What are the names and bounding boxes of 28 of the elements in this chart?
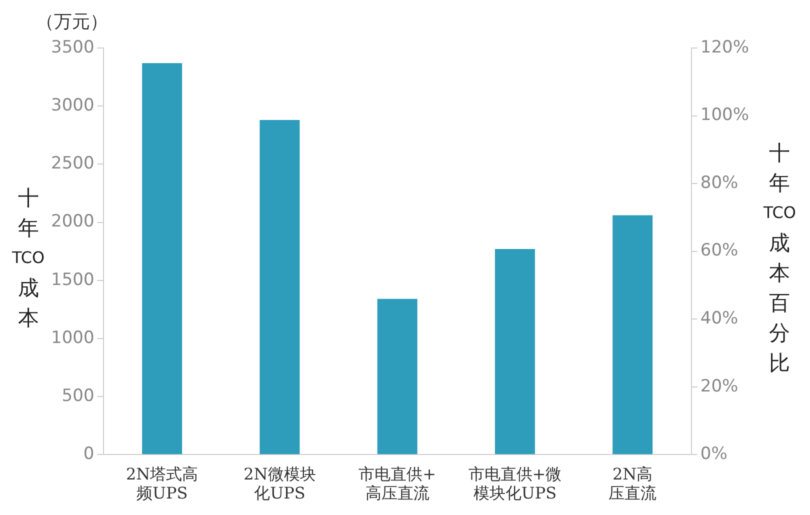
y2-tick-label: 80% — [700, 172, 738, 193]
bar — [494, 248, 535, 454]
y2-tick-label: 20% — [700, 376, 738, 396]
x-tick-label: 市电直供+微模块化UPS — [468, 464, 562, 503]
y2-tick-label: 40% — [700, 308, 738, 328]
y-tick-label: 3000 — [51, 96, 94, 116]
y2-tick-label: 0% — [700, 444, 728, 464]
x-tick-label: 2N塔式高频UPS — [126, 464, 198, 503]
text: （万元） — [36, 12, 108, 33]
y-tick-label: 3500 — [51, 37, 94, 58]
y-axis-title: 十年 TCO 成本 — [12, 184, 45, 332]
bar — [612, 215, 653, 454]
x-tick-label: 市电直供+高压直流 — [358, 464, 436, 503]
y-tick-label: 2000 — [51, 212, 94, 232]
y-tick-label: 1500 — [51, 270, 94, 290]
y-tick-label: 2500 — [51, 154, 94, 174]
bar — [260, 120, 300, 454]
y2-tick-label: 120% — [700, 37, 750, 58]
y2-axis-title: 十年TCO成本百分比 — [763, 140, 796, 376]
y-tick-label: 500 — [62, 386, 94, 406]
bar — [142, 63, 182, 454]
y-tick-label: 0 — [83, 444, 94, 464]
bar — [377, 298, 418, 454]
y2-tick-label: 60% — [700, 240, 738, 261]
y2-tick-label: 100% — [700, 105, 750, 126]
x-tick-label: 2N微模块化UPS — [244, 464, 316, 503]
x-tick-label: 2N高压直流 — [608, 464, 657, 503]
y-tick-label: 1000 — [51, 328, 94, 348]
